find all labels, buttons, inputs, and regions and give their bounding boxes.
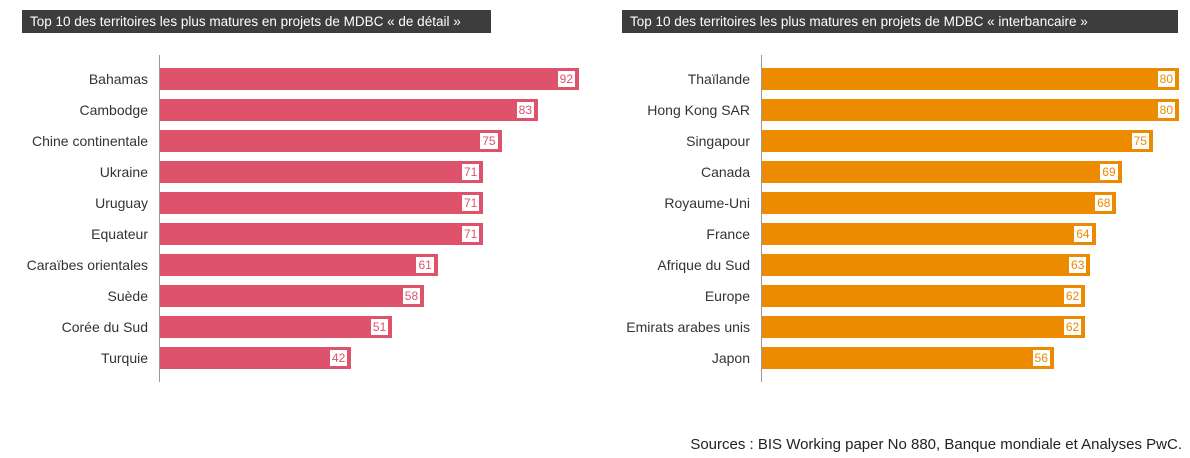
bar: 62 <box>762 316 1086 338</box>
data-label: 71 <box>461 226 480 242</box>
data-label: 68 <box>1095 195 1113 211</box>
category-label: Royaume-Uni <box>664 195 750 211</box>
retail-cbdc-chart: Bahamas 92 Cambodge 83 Chine continentale 75 U… <box>0 0 600 400</box>
category-label: Equateur <box>91 226 148 242</box>
bar: 42 <box>160 347 352 369</box>
data-label: 42 <box>329 350 348 366</box>
bar: 71 <box>160 223 484 245</box>
bar: 62 <box>762 285 1086 307</box>
data-label: 69 <box>1100 164 1118 180</box>
category-label: Singapour <box>686 133 750 149</box>
category-label: Emirats arabes unis <box>626 319 750 335</box>
bar: 64 <box>762 223 1096 245</box>
wholesale-cbdc-chart: Thaïlande 80 Hong Kong SAR 80 Singapour 75 Can… <box>626 55 1179 382</box>
data-label: 75 <box>480 133 498 149</box>
data-label: 80 <box>1157 71 1175 87</box>
data-label: 63 <box>1069 257 1087 273</box>
data-label: 92 <box>557 71 575 87</box>
category-label: Caraïbes orientales <box>26 257 148 273</box>
bar: 71 <box>160 192 484 214</box>
category-label: Japon <box>711 350 750 366</box>
y-axis-line <box>159 55 160 382</box>
data-label: 83 <box>516 102 534 118</box>
category-label: Uruguay <box>95 195 148 211</box>
data-label: 56 <box>1032 350 1050 366</box>
category-label: Bahamas <box>88 71 148 87</box>
category-label: Chine continentale <box>32 133 148 149</box>
bar: 80 <box>762 99 1179 121</box>
data-label: 62 <box>1063 288 1082 304</box>
bar: 92 <box>160 68 579 90</box>
category-label: Canada <box>700 164 750 180</box>
data-label: 58 <box>402 288 421 304</box>
data-label: 51 <box>370 319 389 335</box>
bar: 61 <box>160 254 438 276</box>
bar: 63 <box>762 254 1091 276</box>
category-label: France <box>706 226 750 242</box>
data-label: 71 <box>461 164 480 180</box>
category-label: Thaïlande <box>687 71 750 87</box>
category-label: Hong Kong SAR <box>647 102 750 118</box>
source-note: Sources : BIS Working paper No 880, Banq… <box>690 436 1182 453</box>
bar: 83 <box>160 99 538 121</box>
category-label: Turquie <box>101 350 148 366</box>
data-label: 61 <box>416 257 434 273</box>
data-label: 64 <box>1074 226 1092 242</box>
category-label: Ukraine <box>99 164 148 180</box>
bar: 68 <box>762 192 1117 214</box>
chart-title-retail: Top 10 des territoires les plus matures … <box>22 10 491 33</box>
bar: 56 <box>762 347 1054 369</box>
data-label: 62 <box>1063 319 1082 335</box>
chart-title-wholesale: Top 10 des territoires les plus matures … <box>622 10 1178 33</box>
category-label: Suède <box>107 288 148 304</box>
bar: 51 <box>160 316 393 338</box>
category-label: Europe <box>704 288 750 304</box>
data-label: 71 <box>461 195 480 211</box>
category-label: Cambodge <box>79 102 149 118</box>
bar: 80 <box>762 68 1179 90</box>
data-label: 80 <box>1157 102 1175 118</box>
bar: 69 <box>762 161 1122 183</box>
bar: 71 <box>160 161 484 183</box>
category-label: Afrique du Sud <box>657 257 750 273</box>
category-label: Corée du Sud <box>61 319 148 335</box>
bar: 58 <box>160 285 425 307</box>
y-axis-line <box>761 55 762 382</box>
bar: 75 <box>160 130 502 152</box>
data-label: 75 <box>1131 133 1149 149</box>
bar: 75 <box>762 130 1153 152</box>
